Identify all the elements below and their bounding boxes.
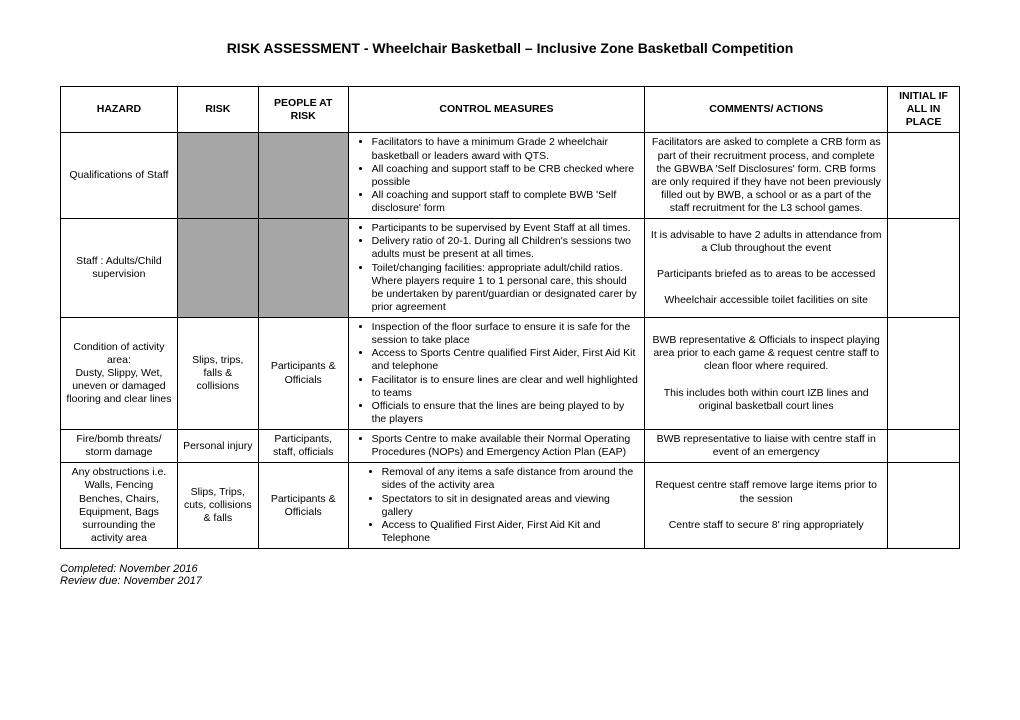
cell-people: Participants & Officials <box>258 318 348 430</box>
table-row: Condition of activity area:Dusty, Slippy… <box>61 318 960 430</box>
cell-risk: Slips, Trips, cuts, collisions & falls <box>177 463 258 549</box>
table-header-row: HAZARD RISK PEOPLE AT RISK CONTROL MEASU… <box>61 87 960 133</box>
cell-initial <box>888 463 960 549</box>
cell-hazard: Fire/bomb threats/ storm damage <box>61 430 178 463</box>
cell-people: Participants, staff, officials <box>258 430 348 463</box>
cell-people <box>258 133 348 219</box>
table-row: Qualifications of Staff Facilitators to h… <box>61 133 960 219</box>
table-row: Staff : Adults/Child supervision Particip… <box>61 219 960 318</box>
header-comments: COMMENTS/ ACTIONS <box>645 87 888 133</box>
cell-hazard: Qualifications of Staff <box>61 133 178 219</box>
cell-risk <box>177 133 258 219</box>
cell-hazard: Staff : Adults/Child supervision <box>61 219 178 318</box>
control-item: Access to Qualified First Aider, First A… <box>382 519 640 545</box>
control-item: All coaching and support staff to comple… <box>372 189 640 215</box>
control-item: Spectators to sit in designated areas an… <box>382 493 640 519</box>
header-risk: RISK <box>177 87 258 133</box>
cell-initial <box>888 430 960 463</box>
header-hazard: HAZARD <box>61 87 178 133</box>
header-initial: INITIAL IF ALL IN PLACE <box>888 87 960 133</box>
header-people: PEOPLE AT RISK <box>258 87 348 133</box>
control-item: Removal of any items a safe distance fro… <box>382 466 640 492</box>
control-item: Officials to ensure that the lines are b… <box>372 400 640 426</box>
control-item: Participants to be supervised by Event S… <box>372 222 640 235</box>
cell-initial <box>888 219 960 318</box>
control-item: Delivery ratio of 20-1. During all Child… <box>372 235 640 261</box>
control-item: Inspection of the floor surface to ensur… <box>372 321 640 347</box>
control-item: Facilitator is to ensure lines are clear… <box>372 374 640 400</box>
footer-completed: Completed: November 2016 <box>60 563 960 575</box>
cell-people <box>258 219 348 318</box>
risk-assessment-table: HAZARD RISK PEOPLE AT RISK CONTROL MEASU… <box>60 86 960 549</box>
cell-control: Inspection of the floor surface to ensur… <box>348 318 645 430</box>
cell-comments: BWB representative to liaise with centre… <box>645 430 888 463</box>
cell-hazard: Condition of activity area:Dusty, Slippy… <box>61 318 178 430</box>
control-item: Facilitators to have a minimum Grade 2 w… <box>372 136 640 162</box>
cell-risk: Personal injury <box>177 430 258 463</box>
cell-risk: Slips, trips, falls & collisions <box>177 318 258 430</box>
table-row: Any obstructions i.e. Walls, Fencing Ben… <box>61 463 960 549</box>
footer-review: Review due: November 2017 <box>60 575 960 587</box>
page-title: RISK ASSESSMENT - Wheelchair Basketball … <box>60 40 960 56</box>
cell-risk <box>177 219 258 318</box>
control-item: Sports Centre to make available their No… <box>372 433 640 459</box>
cell-comments: Request centre staff remove large items … <box>645 463 888 549</box>
cell-hazard: Any obstructions i.e. Walls, Fencing Ben… <box>61 463 178 549</box>
control-item: Toilet/changing facilities: appropriate … <box>372 262 640 315</box>
control-item: All coaching and support staff to be CRB… <box>372 163 640 189</box>
table-row: Fire/bomb threats/ storm damagePersonal … <box>61 430 960 463</box>
cell-comments: Facilitators are asked to complete a CRB… <box>645 133 888 219</box>
cell-initial <box>888 318 960 430</box>
cell-people: Participants & Officials <box>258 463 348 549</box>
cell-comments: It is advisable to have 2 adults in atte… <box>645 219 888 318</box>
header-control: CONTROL MEASURES <box>348 87 645 133</box>
cell-control: Participants to be supervised by Event S… <box>348 219 645 318</box>
control-item: Access to Sports Centre qualified First … <box>372 347 640 373</box>
cell-initial <box>888 133 960 219</box>
cell-control: Facilitators to have a minimum Grade 2 w… <box>348 133 645 219</box>
cell-control: Removal of any items a safe distance fro… <box>348 463 645 549</box>
cell-comments: BWB representative & Officials to inspec… <box>645 318 888 430</box>
cell-control: Sports Centre to make available their No… <box>348 430 645 463</box>
footer: Completed: November 2016 Review due: Nov… <box>60 563 960 587</box>
